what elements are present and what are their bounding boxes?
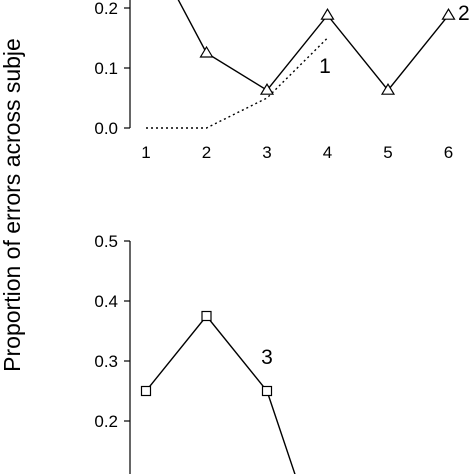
bottom-y-tick-label: 0.1: [94, 472, 118, 474]
top-x-tick-label: 6: [444, 143, 453, 162]
top-y-tick-label: 0.0: [94, 119, 118, 138]
bottom-y-tick-label: 0.5: [94, 232, 118, 251]
series-2-line: [177, 0, 450, 92]
bottom-panel: 0.1 0.2 0.3 0.4 0.5 3: [94, 232, 296, 474]
top-x-tick-label: 5: [383, 143, 392, 162]
series-2-point: [199, 45, 214, 58]
series-2-point: [320, 8, 335, 20]
series-3-point: [140, 385, 152, 397]
series-1-line: [146, 37, 328, 129]
series-2-point: [380, 83, 396, 95]
top-y-tick-label: 0.2: [94, 0, 118, 18]
top-panel: 0.0 0.1 0.2 1 2 3 4 5 6 1 2: [94, 0, 470, 162]
series-1-label: 1: [319, 55, 331, 78]
bottom-y-tick-label: 0.4: [94, 292, 118, 311]
bottom-y-tick-label: 0.3: [94, 352, 118, 371]
top-x-tick-label: 3: [262, 143, 271, 162]
top-x-tick-label: 4: [323, 143, 332, 162]
y-axis-label: Proportion of errors across subje: [0, 38, 25, 372]
top-x-tick-label: 2: [202, 143, 211, 162]
series-3-point: [201, 310, 212, 322]
top-x-tick-label: 1: [141, 143, 150, 162]
series-3-line: [145, 314, 296, 474]
series-2-label: 2: [458, 2, 470, 25]
series-2-point: [259, 83, 275, 95]
top-y-tick-label: 0.1: [94, 59, 118, 78]
bottom-y-tick-label: 0.2: [94, 412, 118, 431]
series-3-label: 3: [261, 346, 273, 369]
series-3-point: [261, 385, 273, 397]
series-2-point: [441, 8, 456, 20]
